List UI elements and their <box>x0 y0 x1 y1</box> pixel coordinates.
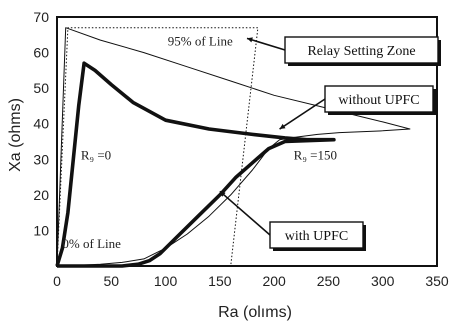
plot-frame <box>56 16 438 267</box>
callout-label: Relay Setting Zone <box>307 44 415 59</box>
y-tick-label: 10 <box>33 222 49 238</box>
callout-arrowhead <box>247 37 253 43</box>
callout-arrowhead <box>219 191 226 197</box>
callouts: Relay Setting Zone without UPFC with UPFC <box>219 36 441 251</box>
x-axis-title: Ra (olıms) <box>218 304 292 321</box>
annotations: 95% of Line R₉ =0 R₉ =150 0% of Line <box>62 33 337 251</box>
x-tick-label: 350 <box>425 273 449 289</box>
annotation-line95: 95% of Line <box>168 33 233 48</box>
series-with-upfc <box>55 61 336 268</box>
annotation-rf0: R₉ =0 <box>81 147 111 162</box>
y-tick-label: 30 <box>33 151 49 167</box>
x-tick-label: 150 <box>208 273 232 289</box>
callout-label: with UPFC <box>285 229 348 244</box>
callout-leader <box>246 37 286 51</box>
y-axis-title: Xa (ohms) <box>7 98 24 172</box>
callout-arrowhead <box>279 123 286 129</box>
y-tick-label: 40 <box>33 116 49 132</box>
x-tick-label: 100 <box>154 273 178 289</box>
x-tick-label: 0 <box>53 273 61 289</box>
callout-label: without UPFC <box>338 93 419 108</box>
y-tick-label: 70 <box>33 9 49 25</box>
y-tick-label: 60 <box>33 45 49 61</box>
x-tick-label: 200 <box>262 273 286 289</box>
callout-leader <box>219 190 271 236</box>
callout-box <box>284 36 439 64</box>
series-without-upfc <box>56 27 411 267</box>
callout-box <box>269 221 364 249</box>
callout-leader <box>279 98 326 130</box>
y-tick-label: 20 <box>33 187 49 203</box>
callout-relay: Relay Setting Zone <box>246 36 441 66</box>
tick-labels: 0 50 100 150 200 250 300 350 10 20 30 40 50 60 70 <box>33 9 448 289</box>
callout-box <box>324 85 434 113</box>
annotation-rf150: R₉ =150 <box>294 147 337 162</box>
x-tick-label: 300 <box>371 273 395 289</box>
x-tick-label: 250 <box>317 273 341 289</box>
annotation-line0: 0% of Line <box>62 236 121 251</box>
callout-without: without UPFC <box>279 85 436 130</box>
x-tick-label: 50 <box>103 273 119 289</box>
y-tick-label: 50 <box>33 80 49 96</box>
callout-with: with UPFC <box>219 190 366 251</box>
